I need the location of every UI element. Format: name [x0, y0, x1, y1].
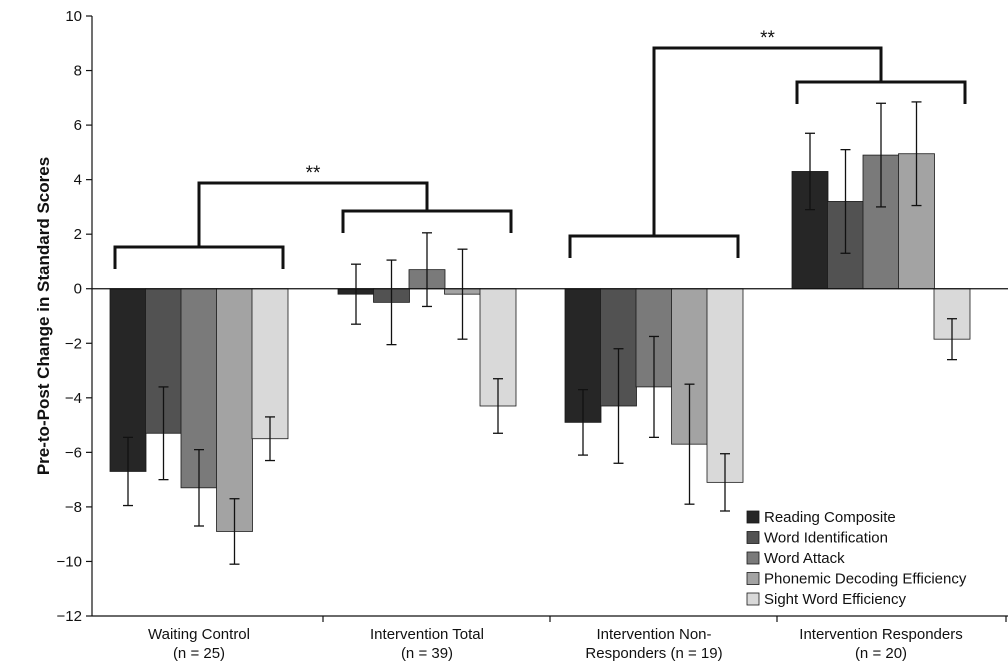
category-label-line1: Intervention Non- [596, 626, 711, 643]
category-label-line1: Intervention Total [370, 626, 484, 643]
legend-swatch-5 [747, 593, 759, 605]
category-label-line2: (n = 39) [401, 645, 453, 662]
category-label-line1: Waiting Control [148, 626, 250, 643]
legend-swatch-4 [747, 573, 759, 585]
bar-4-group-1 [217, 289, 253, 532]
group-bracket-1 [115, 247, 283, 269]
legend-swatch-2 [747, 532, 759, 544]
legend-swatch-1 [747, 511, 759, 523]
category-label-line2: Responders (n = 19) [585, 645, 722, 662]
group-bracket-4 [797, 82, 965, 104]
y-axis-label: Pre-to-Post Change in Standard Scores [34, 157, 53, 475]
category-label-line1: Intervention Responders [799, 626, 962, 643]
legend-label-3: Word Attack [764, 550, 845, 567]
bar-5-group-1 [252, 289, 288, 439]
y-tick-label: −8 [65, 499, 82, 516]
category-label-line2: (n = 20) [855, 645, 907, 662]
bars-layer [110, 154, 970, 532]
y-tick-label: 2 [74, 226, 82, 243]
y-tick-label: 4 [74, 172, 82, 189]
legend: Reading Composite Word Identification Word… [747, 509, 967, 608]
legend-label-2: Word Identification [764, 530, 888, 547]
comparison-bracket-1 [199, 183, 427, 247]
y-tick-label: 10 [65, 8, 82, 25]
y-tick-label: −6 [65, 444, 82, 461]
y-tick-label: −12 [57, 608, 82, 625]
y-tick-label: 6 [74, 117, 82, 134]
significance-label: ** [306, 163, 321, 184]
y-tick-label: −4 [65, 390, 82, 407]
group-bracket-2 [343, 211, 511, 233]
y-tick-label: −2 [65, 335, 82, 352]
y-tick-label: 8 [74, 63, 82, 80]
legend-swatch-3 [747, 552, 759, 564]
significance-label: ** [760, 28, 775, 49]
y-tick-label: −10 [57, 553, 82, 570]
legend-label-1: Reading Composite [764, 509, 896, 526]
legend-label-4: Phonemic Decoding Efficiency [764, 571, 967, 588]
y-tick-label: 0 [74, 281, 82, 298]
category-label-line2: (n = 25) [173, 645, 225, 662]
group-bracket-3 [570, 236, 738, 258]
legend-label-5: Sight Word Efficiency [764, 591, 907, 608]
